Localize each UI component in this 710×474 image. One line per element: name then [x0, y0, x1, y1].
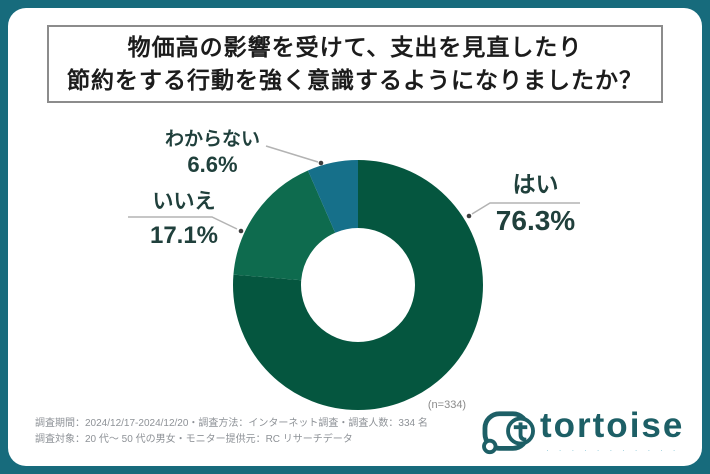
leader-line-iie — [128, 216, 244, 234]
footnote-line1: 調査期間：2024/12/17-2024/12/20・調査方法：インターネット調… — [35, 418, 428, 429]
donut-chart — [128, 145, 580, 410]
survey-card: 物価高の影響を受けて、支出を見直したり 節約をする行動を強く意識するようになりま… — [8, 8, 702, 466]
donut-segment-2 — [233, 160, 483, 410]
footnote-line2: 調査対象：20 代～ 50 代の男女・モニター提供元：RC リサーチデータ — [35, 434, 353, 445]
label-iie-name: いいえ — [152, 190, 216, 213]
tortoise-logo: tortoise ･ ･ ･ ･ ･ ･ ･ ･ ･ ･ ･ — [480, 407, 684, 457]
label-wakaranai-name: わからない — [164, 129, 260, 150]
leader-line-wakaranai — [265, 145, 324, 166]
leader-line-hai — [466, 202, 580, 219]
sample-size: (n=334) — [427, 399, 467, 411]
label-hai-name: はい — [512, 171, 559, 197]
tortoise-tagline: ･ ･ ･ ･ ･ ･ ･ ･ ･ ･ ･ — [546, 449, 680, 455]
survey-question-box: 物価高の影響を受けて、支出を見直したり 節約をする行動を強く意識するようになりま… — [47, 25, 663, 103]
label-iie: いいえ 17.1% — [128, 188, 240, 251]
tortoise-turtle-icon — [482, 411, 535, 455]
survey-question-line2: 節約をする行動を強く意識するようになりましたか？ — [67, 67, 643, 93]
label-hai-pct: 76.3% — [495, 205, 576, 236]
survey-footnotes: 調査期間：2024/12/17-2024/12/20・調査方法：インターネット調… — [35, 416, 428, 448]
survey-question-line1: 物価高の影響を受けて、支出を見直したり — [127, 34, 583, 60]
label-wakaranai-pct: 6.6% — [187, 152, 238, 177]
donut-segments — [233, 160, 483, 410]
label-iie-pct: 17.1% — [149, 222, 219, 249]
tortoise-wordmark: tortoise — [540, 406, 685, 445]
label-hai: はい 76.3% — [478, 170, 593, 237]
label-wakaranai: わからない 6.6% — [150, 127, 275, 178]
